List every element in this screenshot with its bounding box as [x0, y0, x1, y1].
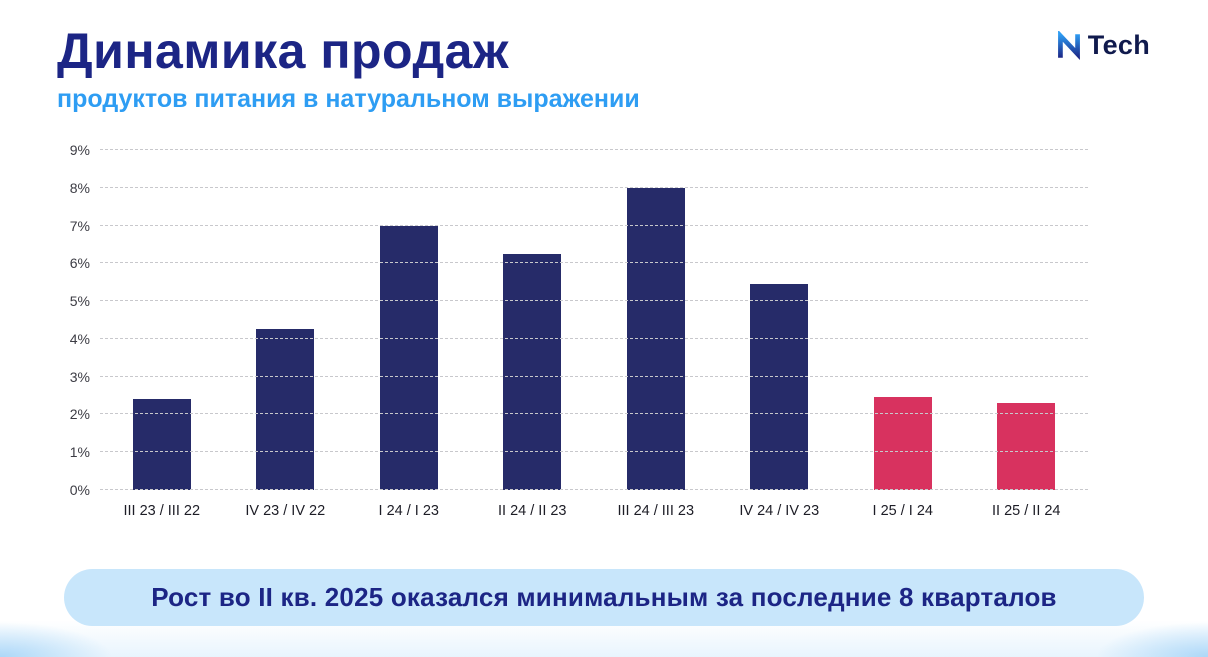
bar-column: [965, 150, 1089, 490]
bar-column: [471, 150, 595, 490]
gridline: [100, 451, 1088, 453]
logo-text: Tech: [1087, 30, 1150, 60]
callout-text: Рост во II кв. 2025 оказался минимальным…: [151, 582, 1057, 612]
bar-column: [347, 150, 471, 490]
y-tick-label: 4%: [69, 330, 90, 347]
y-tick-label: 3%: [69, 368, 90, 385]
gridline: [100, 337, 1088, 339]
y-axis: 0% 1% 2% 3% 4% 5% 6% 7% 8% 9%: [42, 142, 90, 498]
page-subtitle: продуктов питания в натуральном выражени…: [57, 85, 640, 113]
bar-column: [718, 150, 842, 490]
bars: [100, 150, 1088, 490]
bar: [626, 187, 685, 490]
y-tick-label: 1%: [69, 444, 90, 461]
bar: [873, 397, 932, 490]
x-axis-labels: III 23 / III 22 IV 23 / IV 22 I 24 / I 23 I…: [100, 490, 1088, 519]
y-tick-label: 9%: [69, 142, 90, 158]
bar: [132, 399, 191, 490]
gridline: [100, 186, 1088, 188]
gridline: [100, 375, 1088, 377]
x-tick-label: II 24 / II 23: [497, 503, 567, 519]
bar-column: [841, 150, 965, 490]
page-title: Динамика продаж: [57, 23, 509, 79]
x-tick-label: I 25 / I 24: [872, 503, 933, 519]
y-tick-label: 8%: [69, 179, 90, 196]
gridline: [100, 300, 1088, 302]
ntech-logo-icon: [1057, 30, 1080, 60]
bar: [256, 329, 315, 490]
bar: [503, 253, 562, 490]
bar-column: [594, 150, 718, 490]
bar-chart: 0% 1% 2% 3% 4% 5% 6% 7% 8% 9% III 23 / III 22 IV 2…: [42, 142, 1088, 519]
y-tick-label: 5%: [69, 293, 90, 310]
bar-column: [100, 150, 224, 490]
gridline: [100, 149, 1088, 150]
bar: [379, 225, 438, 490]
y-tick-label: 7%: [69, 217, 90, 234]
x-tick-label: IV 24 / IV 23: [739, 503, 820, 519]
y-tick-label: 0%: [69, 482, 90, 498]
x-tick-label: II 25 / II 24: [991, 503, 1061, 519]
y-tick-label: 6%: [69, 255, 90, 272]
ntech-logo: Tech: [1054, 30, 1150, 61]
x-tick-label: I 24 / I 23: [378, 503, 439, 519]
bar: [997, 403, 1056, 490]
x-tick-label: III 23 / III 22: [123, 503, 201, 519]
callout-banner: Рост во II кв. 2025 оказался минимальным…: [64, 569, 1144, 626]
title-block: Динамика продаж продуктов питания в нату…: [57, 24, 640, 114]
gridline: [100, 262, 1088, 264]
x-tick-label: IV 23 / IV 22: [245, 503, 326, 519]
bar: [750, 284, 809, 490]
x-tick-label: III 24 / III 23: [617, 503, 695, 519]
plot-area: [100, 149, 1088, 490]
gridline: [100, 489, 1088, 490]
header: Динамика продаж продуктов питания в нату…: [0, 0, 1208, 114]
bar-column: [224, 150, 348, 490]
gridline: [100, 224, 1088, 226]
gridline: [100, 413, 1088, 415]
y-tick-label: 2%: [69, 406, 90, 423]
